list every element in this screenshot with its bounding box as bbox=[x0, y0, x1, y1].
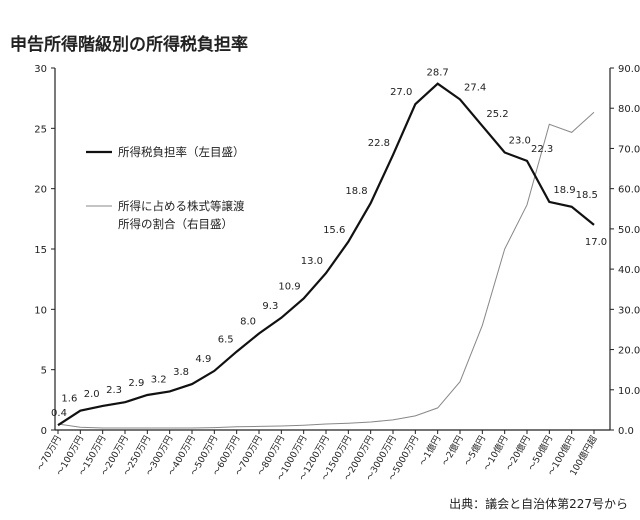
data-label: 27.4 bbox=[464, 82, 486, 93]
right-y-tick-label: 50.0 bbox=[618, 225, 640, 236]
data-label: 9.3 bbox=[262, 301, 278, 312]
data-label: 28.7 bbox=[427, 68, 449, 79]
right-y-tick-label: 80.0 bbox=[618, 104, 640, 115]
data-label: 18.5 bbox=[576, 190, 598, 201]
series-line-stock-share bbox=[57, 111, 595, 429]
left-y-tick-label: 5 bbox=[41, 366, 47, 377]
data-labels: 0.4 1.6 2.0 2.3 2.9 3.2 3.8 4.9 6.5 8.0 9.310.9 13.… bbox=[51, 68, 607, 419]
chart-title: 申告所得階級別の所得税負担率 bbox=[10, 34, 248, 55]
data-label: 6.5 bbox=[218, 335, 234, 346]
right-y-tick-label: 70.0 bbox=[618, 144, 640, 155]
right-y-tick-label: 10.0 bbox=[618, 386, 640, 397]
right-y-tick-label: 0.0 bbox=[618, 426, 634, 437]
data-label: 23.0 bbox=[509, 135, 531, 146]
left-y-tick-label: 30 bbox=[34, 64, 47, 75]
data-label: 15.6 bbox=[323, 225, 345, 236]
data-label: 1.6 bbox=[61, 394, 77, 405]
data-label: 10.9 bbox=[278, 281, 300, 292]
data-label: 22.8 bbox=[368, 138, 390, 149]
data-label: 3.2 bbox=[151, 374, 167, 385]
data-label: 18.9 bbox=[553, 185, 575, 196]
x-tick-label: ～1億円 bbox=[417, 434, 444, 468]
left-y-tick-label: 20 bbox=[34, 185, 47, 196]
legend-label-stock-share-line2: 所得の割合（右目盛） bbox=[118, 217, 233, 231]
right-y-tick-label: 20.0 bbox=[618, 346, 640, 357]
right-y-ticks: 0.0 10.0 20.0 30.0 40.0 50.0 60.0 70.0 80.0 90.0 bbox=[610, 64, 640, 437]
data-label: 3.8 bbox=[173, 367, 189, 378]
right-y-tick-label: 30.0 bbox=[618, 305, 640, 316]
data-label: 2.9 bbox=[128, 378, 144, 389]
x-tick-label: ～5億円 bbox=[461, 434, 488, 468]
data-label: 25.2 bbox=[486, 109, 508, 120]
left-y-tick-label: 25 bbox=[34, 124, 47, 135]
data-label: 27.0 bbox=[390, 87, 412, 98]
right-y-tick-label: 60.0 bbox=[618, 185, 640, 196]
data-label: 22.3 bbox=[531, 144, 553, 155]
data-label: 17.0 bbox=[585, 237, 607, 248]
data-label: 0.4 bbox=[51, 408, 67, 419]
data-label: 2.3 bbox=[106, 385, 122, 396]
left-y-tick-label: 10 bbox=[34, 305, 47, 316]
data-label: 13.0 bbox=[301, 256, 323, 267]
source-note: 出典：議会と自治体第227号から bbox=[449, 497, 628, 511]
left-y-tick-label: 15 bbox=[34, 245, 47, 256]
data-label: 4.9 bbox=[195, 354, 211, 365]
data-label: 18.8 bbox=[345, 186, 367, 197]
right-y-tick-label: 90.0 bbox=[618, 64, 640, 75]
data-label: 2.0 bbox=[84, 389, 100, 400]
left-y-ticks: 0 5 10 15 20 25 30 bbox=[34, 64, 55, 437]
x-tick-label: ～2億円 bbox=[439, 434, 466, 468]
legend: 所得税負担率（左目盛） 所得に占める株式等譲渡 所得の割合（右目盛） bbox=[86, 145, 245, 231]
series-line-tax-rate bbox=[57, 82, 595, 427]
x-ticks: ～70万円～100万円～150万円～200万円～250万円～300万円～400万… bbox=[35, 430, 600, 483]
right-y-tick-label: 40.0 bbox=[618, 265, 640, 276]
left-y-tick-label: 0 bbox=[41, 426, 47, 437]
data-label: 8.0 bbox=[240, 316, 256, 327]
legend-label-tax-rate: 所得税負担率（左目盛） bbox=[118, 145, 245, 159]
legend-label-stock-share-line1: 所得に占める株式等譲渡 bbox=[118, 199, 245, 213]
